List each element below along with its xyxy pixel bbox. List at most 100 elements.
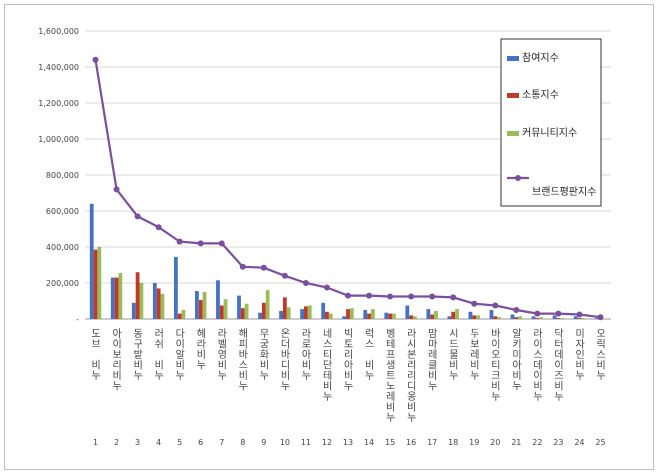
legend-label: 소통지수 [522,89,559,101]
bar-2-5 [177,313,182,319]
reputation-point-20 [492,302,499,309]
reputation-point-17 [429,293,436,300]
reputation-point-14 [366,292,373,299]
category-index: 7 [219,438,224,447]
bar-1-4 [152,283,157,319]
bar-1-13 [342,316,347,319]
reputation-point-16 [408,293,415,300]
category-index: 21 [511,438,521,447]
reputation-point-25 [597,314,604,321]
category-index: 5 [177,438,182,447]
legend-swatch [507,93,519,98]
bar-3-9 [265,290,270,319]
reputation-point-1 [92,56,99,63]
bar-2-8 [240,308,245,319]
bar-2-7 [219,305,224,319]
reputation-point-18 [450,294,457,301]
bar-3-17 [434,310,438,319]
gridlines [85,30,611,320]
reputation-point-6 [197,240,204,247]
bar-2-20 [493,316,498,319]
bar-1-9 [258,312,262,319]
category-index: 4 [156,438,161,447]
reputation-point-24 [576,311,583,318]
bar-2-2 [114,277,119,319]
bar-1-22 [531,316,536,319]
bar-1-2 [110,277,115,319]
category-index: 15 [385,438,395,447]
bar-2-17 [430,314,435,319]
category-index: 1 [93,438,98,447]
bar-3-22 [539,317,544,319]
bar-2-24 [577,318,582,319]
bar-1-21 [510,314,515,319]
bar-1-23 [552,315,557,319]
bar-3-6 [202,292,207,319]
reputation-point-22 [534,310,541,317]
bar-2-4 [156,288,161,319]
bar-3-4 [160,293,165,319]
bar-1-8 [237,295,241,319]
legend-box [500,38,602,207]
bar-1-25 [594,318,599,319]
y-tick-label: 1,200,000 [38,99,79,108]
reputation-point-8 [239,263,246,270]
bar-1-15 [384,312,389,319]
y-tick-label: 400,000 [46,243,79,252]
chart-frame: - 200,000 400,000 600,000 800,000 1,000,000 1,… [4,4,654,470]
bar-2-22 [535,318,540,319]
category-index: 24 [574,438,584,447]
reputation-point-11 [302,280,309,286]
y-tick-label: 1,400,000 [38,63,79,72]
bar-3-13 [349,308,354,319]
bar-1-5 [173,256,178,319]
y-tick-label: 800,000 [46,171,79,180]
reputation-point-21 [513,307,520,313]
bar-3-15 [391,313,396,319]
category-index: 16 [406,438,416,447]
bar-3-12 [328,313,333,319]
category-index: 8 [240,438,245,447]
category-index: 18 [448,438,458,447]
category-index: 10 [280,438,290,447]
bar-3-8 [244,303,249,319]
y-tick-label: 1,600,000 [38,27,79,36]
bar-2-19 [472,315,477,319]
reputation-point-23 [555,310,562,317]
reputation-point-3 [134,213,141,220]
reputation-point-7 [218,240,225,247]
bar-3-10 [286,307,291,319]
bar-2-10 [282,297,287,319]
bar-1-24 [573,316,578,319]
category-index: 25 [595,438,605,447]
category-index: 13 [343,438,353,447]
bar-1-6 [195,291,199,319]
bar-2-14 [367,313,371,319]
category-index: 19 [469,438,479,447]
bar-3-2 [118,273,123,319]
bar-3-21 [518,316,523,319]
bar-1-12 [321,302,326,319]
category-index: 22 [532,438,542,447]
bar-2-13 [346,309,350,319]
reputation-point-10 [281,272,288,279]
bar-3-16 [413,316,417,319]
bar-3-3 [139,283,144,319]
reputation-point-9 [260,264,267,271]
